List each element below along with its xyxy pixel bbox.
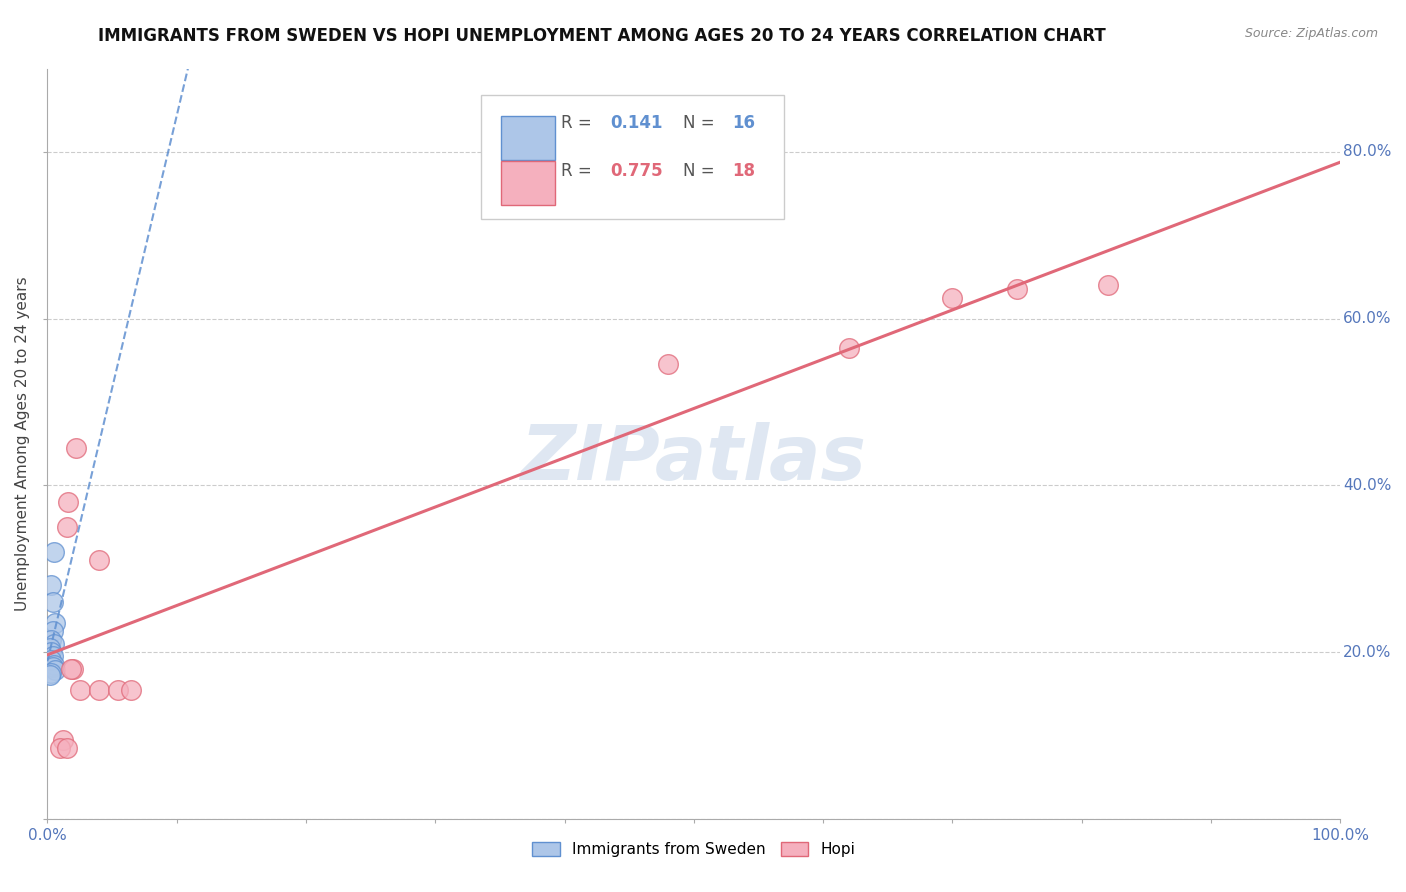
Y-axis label: Unemployment Among Ages 20 to 24 years: Unemployment Among Ages 20 to 24 years (15, 277, 30, 611)
Point (65, 441, 87, 455)
Point (41, 660, 63, 674)
Point (107, 682, 129, 697)
Point (120, 682, 142, 697)
Text: R =: R = (561, 113, 596, 131)
Point (55, 520, 77, 534)
Point (59, 662, 82, 676)
Text: IMMIGRANTS FROM SWEDEN VS HOPI UNEMPLOYMENT AMONG AGES 20 TO 24 YEARS CORRELATIO: IMMIGRANTS FROM SWEDEN VS HOPI UNEMPLOYM… (98, 27, 1107, 45)
Point (41, 595, 63, 609)
Point (42, 545, 65, 559)
Point (55, 740, 77, 755)
Point (87, 553, 110, 567)
Text: N =: N = (683, 113, 720, 131)
Point (39, 645, 62, 659)
Point (62, 662, 84, 676)
Point (1097, 278, 1119, 293)
Point (39, 632, 62, 647)
FancyBboxPatch shape (501, 116, 555, 160)
FancyBboxPatch shape (501, 161, 555, 205)
Point (657, 358, 679, 372)
Text: N =: N = (683, 162, 720, 180)
Point (42, 637, 65, 651)
Point (39, 665, 62, 680)
Text: 0.141: 0.141 (610, 113, 662, 131)
Point (44, 664, 66, 678)
Point (39, 668, 62, 682)
Point (39, 640, 62, 655)
Point (39, 578, 62, 592)
Text: 20.0%: 20.0% (1343, 645, 1392, 659)
Point (87, 682, 110, 697)
Text: Source: ZipAtlas.com: Source: ZipAtlas.com (1244, 27, 1378, 40)
Point (42, 657, 65, 672)
Point (1005, 282, 1028, 296)
Point (69, 682, 91, 697)
Legend: Immigrants from Sweden, Hopi: Immigrants from Sweden, Hopi (526, 837, 862, 863)
Point (39, 653, 62, 667)
Text: R =: R = (561, 162, 596, 180)
Text: 16: 16 (733, 113, 755, 131)
Text: 40.0%: 40.0% (1343, 478, 1392, 492)
Text: 18: 18 (733, 162, 755, 180)
Point (56, 495, 79, 509)
Point (838, 341, 860, 355)
Point (41, 649, 63, 664)
Text: 60.0%: 60.0% (1343, 311, 1392, 326)
Point (52, 732, 75, 747)
Text: 80.0%: 80.0% (1343, 145, 1392, 160)
Text: 0.775: 0.775 (610, 162, 662, 180)
FancyBboxPatch shape (481, 95, 785, 219)
Point (41, 624, 63, 639)
Text: ZIPatlas: ZIPatlas (520, 422, 868, 496)
Point (44, 615, 66, 630)
Point (941, 291, 963, 305)
Point (49, 740, 72, 755)
